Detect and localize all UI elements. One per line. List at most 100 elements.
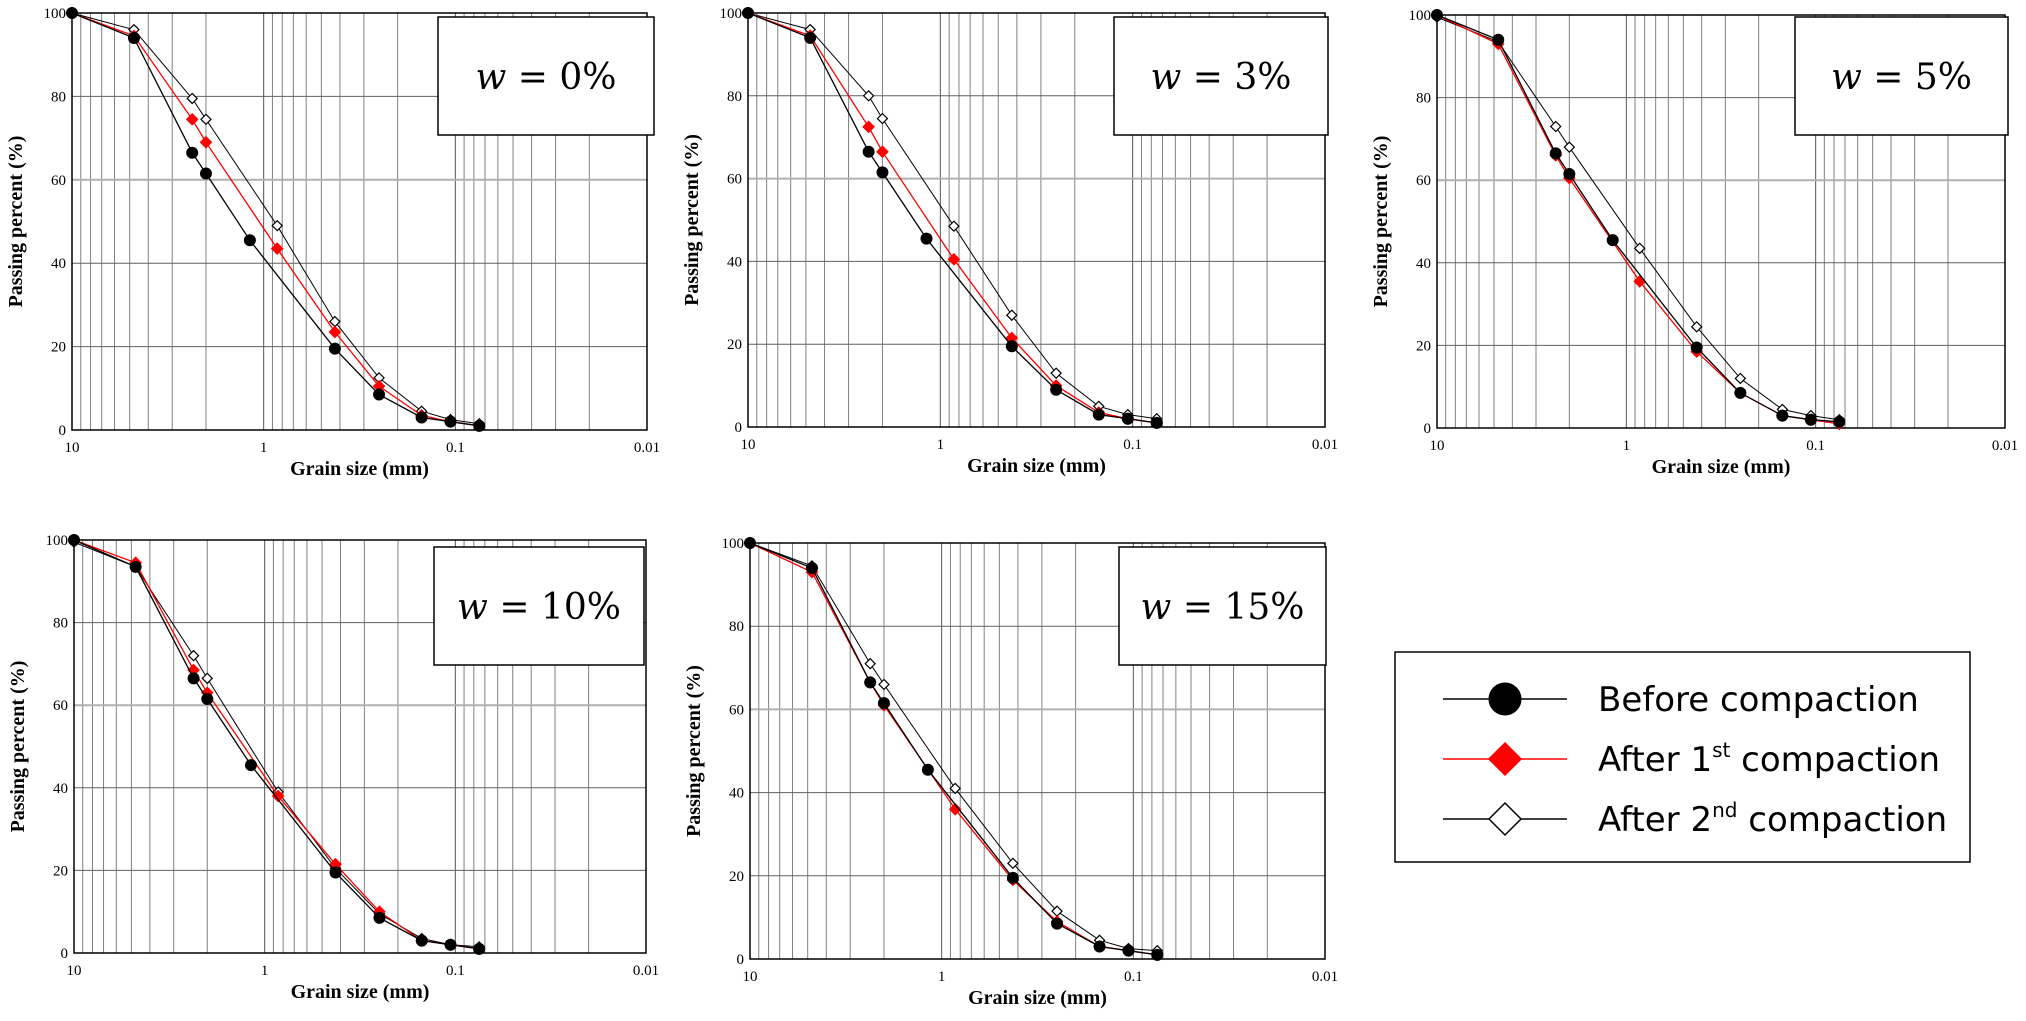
x-axis-title: Grain size (mm) [967,455,1106,477]
y-tick-label: 100 [722,536,745,552]
data-point [199,135,213,149]
data-point [328,325,342,339]
x-tick-label: 0.01 [1312,969,1338,985]
y-tick-label: 40 [729,786,744,802]
data-point [1776,409,1789,422]
y-axis-title: Passing percent (%) [683,665,705,837]
y-tick-label: 20 [51,340,66,356]
series-line-1 [747,12,1157,424]
data-point [1734,386,1747,399]
data-point [1092,408,1105,421]
series-line-1 [749,542,1158,956]
data-point [373,911,386,924]
data-point [948,220,960,233]
legend-label: After 1st compaction [1598,738,1940,780]
data-point [187,672,200,685]
series-line-3 [749,542,1158,952]
annotation-value: = 15% [1171,587,1304,628]
y-tick-label: 80 [1416,91,1431,107]
x-tick-label: 0.1 [1806,438,1825,454]
data-point [329,866,342,879]
data-point [804,31,817,44]
series-line-2 [71,12,480,427]
data-point [876,112,889,125]
data-point [473,419,486,432]
data-point [876,145,889,159]
data-point [1492,33,1505,46]
data-point [186,92,199,105]
y-tick-label: 100 [44,6,67,22]
plot-frame [71,12,648,431]
chart-panel-5: 0 20 40 60 80 100 10 1 0.1 0.01 Grain size (mm) Pas… [683,536,1338,1009]
chart-panel-2: 0 20 40 60 80 100 10 1 0.1 0.01 Grain size (mm) Pas… [681,6,1338,477]
chart-panel-4: 0 20 40 60 80 100 10 1 0.1 0.01 Grain size (mm) Pas… [7,533,659,1003]
y-tick-label: 100 [46,533,69,549]
series-line-1 [1436,14,1840,423]
y-tick-label: 80 [51,89,66,105]
data-point [1005,309,1018,322]
x-tick-label: 0.01 [1992,438,2018,454]
x-tick-label: 0.1 [1123,437,1142,453]
y-tick-label: 20 [1416,338,1431,354]
y-axis-title: Passing percent (%) [681,134,703,306]
data-point [949,782,962,795]
annotation-variable: w [1141,587,1172,628]
data-point [68,534,80,546]
grid [74,540,646,953]
data-point [742,7,754,19]
legend-marker [1488,682,1522,716]
series-line-3 [1436,16,1840,421]
annotation-box [433,546,645,666]
y-tick-label: 80 [729,619,744,635]
data-point [1150,416,1163,429]
data-point [243,234,256,247]
x-tick-label: 0.01 [1312,437,1338,453]
x-tick-label: 0.01 [634,440,660,456]
data-point [271,219,284,232]
data-point [444,415,457,428]
grid [72,13,647,430]
x-tick-label: 10 [741,437,756,453]
data-point [415,411,428,424]
y-tick-label: 0 [1424,421,1432,437]
x-tick-label: 1 [261,963,269,979]
data-point [127,32,140,45]
plot-frame [747,12,1326,428]
x-tick-label: 1 [1623,438,1631,454]
x-tick-label: 0.01 [633,963,659,979]
legend-label-sup: st [1712,738,1730,762]
y-tick-label: 0 [59,423,67,439]
data-point [473,942,486,955]
annotation-box [1118,546,1327,666]
y-tick-label: 60 [53,698,68,714]
data-point [864,657,877,670]
annotation-value: = 10% [488,587,621,628]
series-line-3 [71,12,480,425]
legend-label-sup: nd [1712,798,1737,822]
y-tick-label: 100 [720,6,743,22]
legend-label-rest: compaction [1730,740,1940,780]
annotation-box [437,16,655,136]
y-tick-label: 60 [729,702,744,718]
data-point [1549,147,1562,160]
data-point [1690,320,1703,333]
data-point [1005,340,1018,353]
data-point [862,89,875,102]
y-axis-title: Passing percent (%) [1370,136,1392,308]
legend-item-2: After 1st compaction [1443,738,1940,780]
data-point [1690,341,1703,354]
legend-item-1: Before compaction [1443,680,1919,720]
grid [748,13,1325,427]
annotation-variable: w [476,57,507,98]
data-point [444,938,457,951]
data-point [1093,940,1106,953]
legend-label-rest: compaction [1737,800,1947,840]
chart-panel-3: 0 20 40 60 80 100 10 1 0.1 0.01 Grain size (mm) Pas… [1370,8,2018,478]
data-point [948,802,962,816]
data-point [862,145,875,158]
data-point [200,113,212,126]
y-tick-label: 40 [1416,256,1431,272]
y-tick-label: 0 [735,420,743,436]
